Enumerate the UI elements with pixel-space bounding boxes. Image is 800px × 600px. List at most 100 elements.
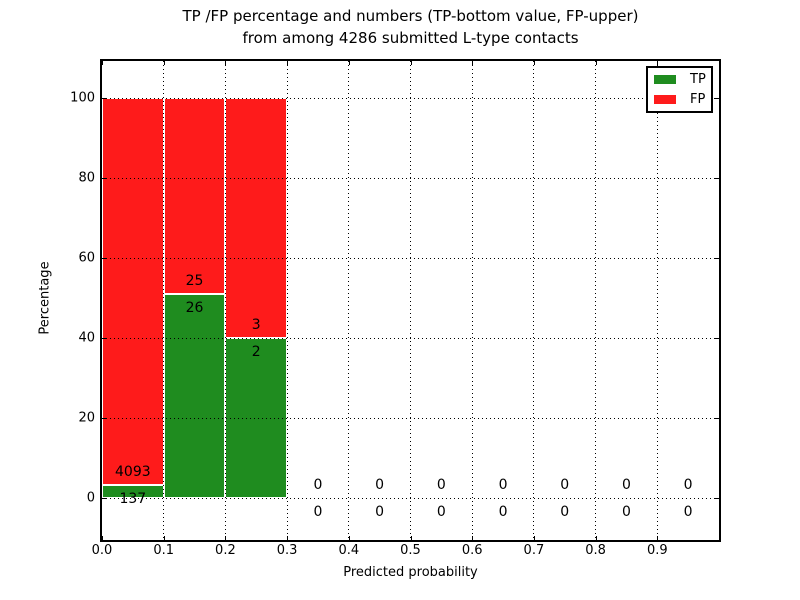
x-tick-label: 0.5 xyxy=(400,543,421,558)
y-gridline xyxy=(102,178,719,179)
legend-item-tp: TP xyxy=(654,72,706,87)
tp-count-label: 26 xyxy=(185,300,204,317)
x-gridline xyxy=(471,61,473,540)
x-tick-label: 0.6 xyxy=(461,543,483,558)
fp-count-label: 0 xyxy=(683,477,693,493)
y-tick-label: 40 xyxy=(78,330,95,346)
tp-count-label: 2 xyxy=(251,344,261,360)
y-gridline xyxy=(102,418,719,419)
y-axis-tick-right xyxy=(715,98,719,99)
bar-tp-segment xyxy=(163,294,226,498)
y-axis-tick-right xyxy=(715,338,719,339)
x-tick-label: 0.2 xyxy=(215,543,236,558)
y-tick-label: 100 xyxy=(70,90,95,106)
y-axis-tick-left xyxy=(102,418,106,419)
x-axis-tick-bottom xyxy=(472,536,474,540)
fp-count-label: 0 xyxy=(621,477,631,493)
x-axis-tick-top xyxy=(348,61,350,65)
x-axis-label: Predicted probability xyxy=(343,565,478,580)
tp-count-label: 0 xyxy=(560,504,570,520)
y-axis-tick-right xyxy=(715,418,719,419)
y-tick-label: 0 xyxy=(86,490,95,506)
x-tick-label: 0.9 xyxy=(646,543,668,558)
x-axis-tick-top xyxy=(472,61,474,65)
y-axis-tick-left xyxy=(102,98,106,99)
fp-count-label: 0 xyxy=(313,477,323,493)
x-axis-tick-bottom xyxy=(102,536,103,540)
fp-color-swatch xyxy=(654,95,676,104)
x-tick-label: 0.7 xyxy=(523,543,545,558)
tp-count-label: 0 xyxy=(375,504,385,520)
y-axis-tick-left xyxy=(102,178,106,179)
x-axis-tick-bottom xyxy=(657,536,659,540)
fp-count-label: 4093 xyxy=(115,464,151,481)
tick-layer xyxy=(102,61,719,540)
chart-title-line1: TP /FP percentage and numbers (TP-bottom… xyxy=(182,7,639,25)
legend-label-tp: TP xyxy=(690,72,706,87)
y-tick-label: 60 xyxy=(78,250,95,266)
x-gridline xyxy=(224,61,226,540)
bar-fp-segment xyxy=(102,98,164,486)
x-axis-tick-bottom xyxy=(595,536,597,540)
x-tick-label: 0.4 xyxy=(338,543,360,558)
grid-layer xyxy=(102,61,719,540)
y-tick-label: 20 xyxy=(78,410,95,426)
x-gridline xyxy=(533,61,535,540)
x-axis-tick-top xyxy=(102,61,103,65)
fp-count-label: 0 xyxy=(436,477,446,493)
x-gridline xyxy=(286,61,288,540)
x-axis-tick-top xyxy=(410,61,412,65)
y-axis-tick-right xyxy=(715,498,719,499)
tp-count-label: 137 xyxy=(119,491,147,508)
x-axis-tick-top xyxy=(595,61,597,65)
x-gridline xyxy=(656,61,658,540)
chart-title-line2: from among 4286 submitted L-type contact… xyxy=(242,29,579,47)
tp-color-swatch xyxy=(654,75,676,84)
fp-count-label: 3 xyxy=(251,317,261,333)
y-axis-tick-left xyxy=(102,338,106,339)
tp-count-label: 0 xyxy=(436,504,446,520)
legend-label-fp: FP xyxy=(690,92,706,107)
y-axis-tick-right xyxy=(715,178,719,179)
fp-count-label: 0 xyxy=(375,477,385,493)
x-gridline xyxy=(595,61,597,540)
x-tick-label: 0.1 xyxy=(153,543,175,558)
x-axis-tick-top xyxy=(287,61,289,65)
y-gridline xyxy=(102,498,719,499)
y-axis-label: Percentage xyxy=(37,261,53,335)
plot-area: 4093 137 25 26 3 2 0 0 0 0 0 0 0 0 0 0 0 0 0 0 xyxy=(100,59,721,542)
bar-fp-segment xyxy=(163,98,226,295)
y-gridline xyxy=(102,258,719,259)
fp-count-label: 25 xyxy=(185,273,204,290)
y-axis-tick-left xyxy=(102,498,106,499)
fp-count-label: 0 xyxy=(560,477,570,493)
x-axis-tick-bottom xyxy=(533,536,535,540)
x-axis-tick-top xyxy=(163,61,165,65)
legend: TP FP xyxy=(646,66,713,113)
x-gridline xyxy=(348,61,350,540)
x-tick-label: 0.0 xyxy=(91,543,113,558)
x-axis-tick-top xyxy=(657,61,659,65)
y-gridline xyxy=(102,98,719,99)
x-axis-tick-bottom xyxy=(163,536,165,540)
x-axis-tick-bottom xyxy=(225,536,227,540)
legend-item-fp: FP xyxy=(654,93,705,106)
tp-count-label: 0 xyxy=(621,504,631,520)
x-axis-tick-top xyxy=(533,61,535,65)
y-gridline xyxy=(102,338,719,339)
y-axis-tick-right xyxy=(715,258,719,259)
tp-count-label: 0 xyxy=(313,504,323,520)
fp-count-label: 0 xyxy=(498,477,508,493)
x-axis-tick-bottom xyxy=(287,536,289,540)
chart-title: TP /FP percentage and numbers (TP-bottom… xyxy=(102,5,719,49)
y-tick-label: 80 xyxy=(78,170,95,186)
x-gridline xyxy=(163,61,165,540)
x-tick-label: 0.3 xyxy=(276,543,298,558)
x-axis-tick-bottom xyxy=(410,536,412,540)
x-gridline xyxy=(410,61,411,540)
tp-count-label: 0 xyxy=(683,504,693,520)
y-axis-tick-left xyxy=(102,258,106,259)
x-tick-label: 0.8 xyxy=(585,543,606,558)
annotation-layer: 4093 137 25 26 3 2 0 0 0 0 0 0 0 0 0 0 0 0 0 0 xyxy=(102,61,719,540)
